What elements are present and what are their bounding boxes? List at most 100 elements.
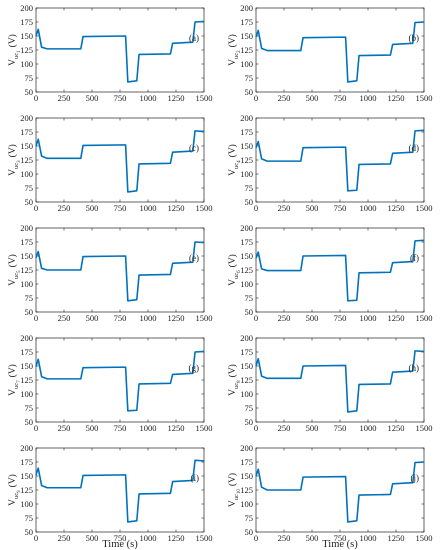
x-tick-label: 1500 <box>196 423 213 433</box>
y-tick-label: 50 <box>245 307 254 317</box>
y-tick-label: 175 <box>20 347 33 357</box>
chart-panel-7: 0 250 500 750 1000 1250 1500 50 75 100 125 150 175 20… <box>7 333 213 433</box>
x-tick-label: 500 <box>306 533 319 543</box>
y-tick-label: 50 <box>25 197 34 207</box>
y-tick-label: 50 <box>25 307 34 317</box>
plot-frame <box>255 117 425 203</box>
x-tick-label: 1000 <box>140 313 157 323</box>
y-tick-label: 75 <box>245 183 254 193</box>
chart-panel-1: 0 250 500 750 1000 1250 1500 50 75 100 125 150 175 20… <box>7 3 213 103</box>
y-axis-label-subsub: 6 <box>237 270 242 273</box>
x-tick-label: 250 <box>58 93 71 103</box>
x-tick-label: 1000 <box>360 533 377 543</box>
y-tick-label: 100 <box>20 279 33 289</box>
y-tick-label: 200 <box>20 3 33 13</box>
y-tick-label: 175 <box>20 127 33 137</box>
x-tick-label: 500 <box>306 93 319 103</box>
x-tick-label: 1000 <box>140 203 157 213</box>
y-axis-label: Vuc8 (V) <box>227 364 242 396</box>
chart-panel-6: 0 250 500 750 1000 1250 1500 50 75 100 125 150 175 20… <box>227 223 433 323</box>
y-tick-label: 50 <box>245 417 254 427</box>
y-axis-label-unit: (V) <box>227 364 238 377</box>
x-tick-label: 1500 <box>196 313 213 323</box>
y-axis-label: Vuc10 (V) <box>227 473 242 507</box>
y-axis-label-subsub: 5 <box>17 270 22 273</box>
x-tick-label: 500 <box>306 203 319 213</box>
x-tick-label: 1000 <box>360 423 377 433</box>
x-tick-label: 1000 <box>360 93 377 103</box>
x-tick-label: 1500 <box>416 533 433 543</box>
y-tick-label: 200 <box>240 223 253 233</box>
y-axis-label: Vuc1 (V) <box>7 34 22 66</box>
x-tick-label: 1250 <box>388 203 405 213</box>
y-tick-label: 150 <box>20 31 33 41</box>
y-tick-label: 175 <box>240 237 253 247</box>
y-tick-label: 200 <box>240 443 253 453</box>
x-tick-label: 0 <box>34 313 38 323</box>
x-tick-label: 250 <box>278 93 291 103</box>
x-tick-label: 1500 <box>196 93 213 103</box>
y-axis-label-sub: uc <box>233 494 240 500</box>
x-tick-label: 1250 <box>388 423 405 433</box>
x-tick-label: 250 <box>58 533 71 543</box>
x-tick-label: 750 <box>334 203 347 213</box>
panel-label: (d) <box>409 143 420 153</box>
y-tick-label: 100 <box>20 169 33 179</box>
y-axis-label: Vuc5 (V) <box>7 254 22 286</box>
x-tick-label: 500 <box>86 203 99 213</box>
x-tick-label: 750 <box>334 313 347 323</box>
y-axis-label-main: V <box>228 169 238 176</box>
y-axis-label-sub: uc <box>13 273 20 279</box>
y-tick-label: 150 <box>20 361 33 371</box>
y-tick-label: 200 <box>20 223 33 233</box>
y-tick-label: 50 <box>25 417 34 427</box>
series-line <box>255 350 425 413</box>
y-tick-label: 150 <box>20 251 33 261</box>
x-tick-label: 1250 <box>168 423 185 433</box>
series-line <box>255 21 425 83</box>
x-tick-label: 1000 <box>360 313 377 323</box>
x-tick-label: 500 <box>86 313 99 323</box>
x-tick-label: 500 <box>306 423 319 433</box>
y-tick-label: 125 <box>240 485 253 495</box>
x-tick-label: 750 <box>334 533 347 543</box>
y-axis-label-subsub: 8 <box>237 380 242 383</box>
x-tick-label: 1250 <box>168 203 185 213</box>
y-tick-label: 100 <box>240 499 253 509</box>
y-axis-label-unit: (V) <box>7 364 18 377</box>
chart-panel-5: 0 250 500 750 1000 1250 1500 50 75 100 125 150 175 20… <box>7 223 213 323</box>
y-axis-label-main: V <box>8 279 18 286</box>
plot-frame <box>35 7 205 93</box>
panel-label: (i) <box>191 473 200 483</box>
x-tick-label: 250 <box>278 423 291 433</box>
y-axis-label-sub: uc <box>233 163 240 169</box>
y-tick-label: 50 <box>25 527 34 537</box>
y-tick-label: 75 <box>245 403 254 413</box>
panel-label: (a) <box>189 33 199 43</box>
y-tick-label: 75 <box>25 183 34 193</box>
y-axis-label-main: V <box>8 59 18 66</box>
y-axis-label-main: V <box>228 389 238 396</box>
y-tick-label: 175 <box>240 127 253 137</box>
y-tick-label: 75 <box>245 73 254 83</box>
y-axis-label-sub: uc <box>233 53 240 59</box>
x-tick-label: 1000 <box>140 533 157 543</box>
panel-label: (j) <box>411 473 420 483</box>
y-tick-label: 175 <box>20 237 33 247</box>
x-tick-label: 1250 <box>168 313 185 323</box>
y-tick-label: 200 <box>20 113 33 123</box>
x-tick-label: 1500 <box>416 93 433 103</box>
y-tick-label: 50 <box>25 87 34 97</box>
y-tick-label: 100 <box>240 389 253 399</box>
y-axis-label: Vuc9 (V) <box>7 474 22 506</box>
x-tick-label: 250 <box>58 423 71 433</box>
chart-panel-4: 0 250 500 750 1000 1250 1500 50 75 100 125 150 175 20… <box>227 113 433 213</box>
y-axis-label-subsub: 7 <box>17 380 22 383</box>
y-axis-label: Vuc4 (V) <box>227 144 242 176</box>
plot-frame <box>35 337 205 423</box>
chart-panel-2: 0 250 500 750 1000 1250 1500 50 75 100 125 150 175 20… <box>227 3 433 103</box>
x-tick-label: 1000 <box>140 93 157 103</box>
y-axis-label-sub: uc <box>233 383 240 389</box>
x-tick-label: 0 <box>254 203 258 213</box>
